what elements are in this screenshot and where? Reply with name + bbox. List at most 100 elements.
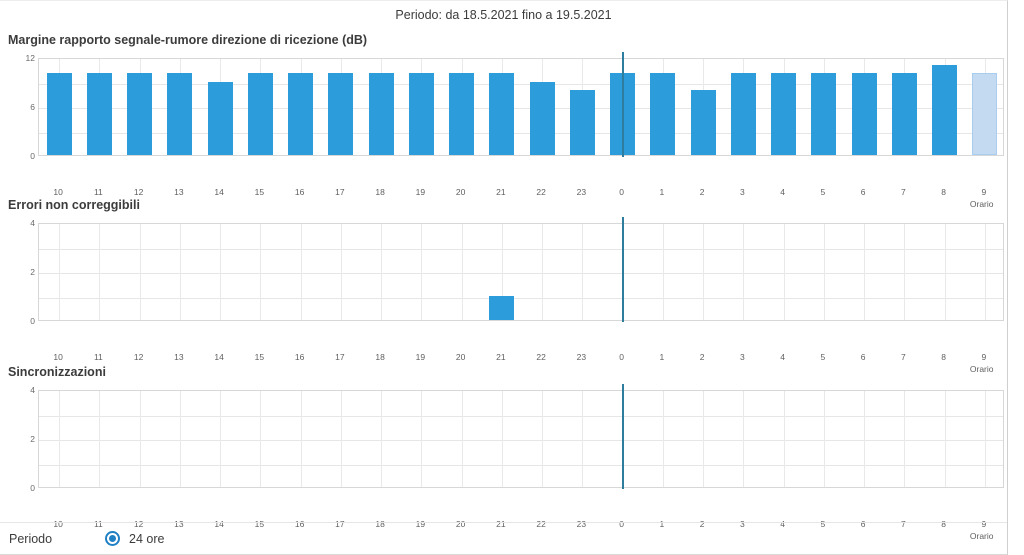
vertical-gridline xyxy=(501,391,503,487)
vertical-gridline xyxy=(421,391,423,487)
period-option-24h[interactable]: 24 ore xyxy=(105,531,164,546)
x-axis-tick-label: 21 xyxy=(496,519,506,529)
radio-selected-icon[interactable] xyxy=(105,531,120,546)
bar xyxy=(771,73,797,155)
vertical-gridline xyxy=(260,391,262,487)
horizontal-gridline xyxy=(39,440,1003,441)
vertical-gridline xyxy=(542,391,544,487)
period-label: Periodo xyxy=(9,531,53,546)
x-axis-title: Orario xyxy=(969,364,994,374)
vertical-gridline xyxy=(823,224,825,320)
vertical-gridline xyxy=(823,391,825,487)
vertical-gridline xyxy=(783,391,785,487)
uncorrectable-errors-chart: 4 2 0 10 11 12 13 14 15 16 17 18 19 20 21 22 23 0 1 2 3 4 5 6 7 8… xyxy=(0,217,1007,374)
y-axis-tick-label: 12 xyxy=(25,53,35,63)
plot-area xyxy=(38,217,1004,322)
vertical-gridline xyxy=(984,391,986,487)
bar xyxy=(288,73,314,155)
x-axis-tick-label: 15 xyxy=(254,187,265,197)
vertical-gridline xyxy=(99,391,101,487)
period-option-24h-label: 24 ore xyxy=(129,531,165,546)
bar xyxy=(207,81,233,155)
synchronizations-chart: 4 2 0 10 11 12 13 14 15 16 17 18 19 20 21 22 23 0 1 2 3 4 5 6 7 8… xyxy=(0,384,1007,541)
snr-margin-chart-section: Margine rapporto segnale-rumore direzion… xyxy=(0,31,1007,209)
bar xyxy=(690,89,716,155)
x-axis-tick-label: 7 xyxy=(901,187,906,197)
x-axis-title: Orario xyxy=(969,531,994,541)
y-axis-tick-label: 0 xyxy=(30,151,35,161)
snr-margin-chart: 12 6 0 10 11 12 13 14 15 16 17 18 19 20 21 22 23 0 1 2 3 4 5 6 7… xyxy=(0,52,1007,209)
bar xyxy=(86,73,112,155)
x-axis-tick-label: 19 xyxy=(415,187,426,197)
synchronizations-chart-section: Sincronizzazioni 4 2 0 10 11 12 13 14 15 16 17 18 19… xyxy=(0,363,1007,541)
horizontal-gridline xyxy=(39,132,1003,134)
bar xyxy=(529,81,555,155)
vertical-gridline xyxy=(421,224,423,320)
vertical-gridline xyxy=(582,391,584,487)
x-axis-tick-label: 14 xyxy=(214,519,224,529)
x-axis-tick-label: 2 xyxy=(699,352,705,362)
period-header-text: Periodo: da 18.5.2021 fino a 19.5.2021 xyxy=(395,8,612,22)
vertical-gridline xyxy=(703,391,705,487)
vertical-gridline xyxy=(59,391,61,487)
x-axis-tick-label: 8 xyxy=(941,187,946,197)
vertical-gridline xyxy=(864,391,866,487)
vertical-gridline xyxy=(179,224,181,320)
x-axis-tick-label: 9 xyxy=(981,519,987,529)
midnight-divider-line xyxy=(621,52,624,157)
x-axis-tick-label: 22 xyxy=(536,519,546,529)
x-axis-tick-label: 6 xyxy=(860,352,866,362)
bar xyxy=(650,73,676,155)
plot-area xyxy=(38,52,1004,157)
x-axis-tick-label: 9 xyxy=(981,187,987,197)
x-axis-tick-label: 10 xyxy=(53,519,63,529)
vertical-gridline xyxy=(582,224,584,320)
x-axis-tick-label: 0 xyxy=(619,519,624,529)
bar xyxy=(811,73,837,155)
plot-area xyxy=(38,384,1004,489)
horizontal-gridline xyxy=(39,415,1003,417)
vertical-gridline xyxy=(703,224,705,320)
x-axis-tick-label: 10 xyxy=(53,352,63,362)
x-axis-tick-label: 13 xyxy=(174,352,184,362)
x-axis-tick-label: 7 xyxy=(901,519,906,529)
x-axis-tick-label: 23 xyxy=(576,187,587,197)
vertical-gridline xyxy=(501,224,503,320)
x-axis-title: Orario xyxy=(969,199,994,209)
x-axis-tick-label: 0 xyxy=(619,187,624,197)
x-axis-tick-label: 21 xyxy=(496,352,506,362)
vertical-gridline xyxy=(783,224,785,320)
y-axis-tick-label: 2 xyxy=(30,267,35,277)
x-axis-tick-label: 15 xyxy=(254,352,265,362)
bar xyxy=(569,89,595,155)
vertical-gridline xyxy=(984,224,986,320)
x-axis-tick-label: 12 xyxy=(133,352,144,362)
vertical-gridline xyxy=(139,391,141,487)
x-axis-tick-label: 2 xyxy=(699,187,705,197)
x-axis-tick-label: 18 xyxy=(375,352,385,362)
horizontal-gridline xyxy=(39,297,1003,299)
x-axis-tick-label: 4 xyxy=(780,519,785,529)
vertical-gridline xyxy=(220,391,222,487)
vertical-gridline xyxy=(139,224,141,320)
x-axis-tick-label: 17 xyxy=(335,187,345,197)
bar xyxy=(167,73,193,155)
vertical-gridline xyxy=(864,224,866,320)
bar xyxy=(127,73,153,155)
bar xyxy=(449,73,475,155)
x-axis-tick-label: 3 xyxy=(740,187,745,197)
bar-current-hour xyxy=(972,73,998,155)
x-axis-tick-label: 22 xyxy=(536,187,546,197)
vertical-gridline xyxy=(300,391,302,487)
period-selector-bar: Periodo 24 ore xyxy=(0,522,1007,555)
x-axis-tick-label: 8 xyxy=(941,352,946,362)
x-axis-tick-label: 16 xyxy=(294,187,305,197)
horizontal-gridline xyxy=(39,83,1003,85)
x-axis: 10 11 12 13 14 15 16 17 18 19 20 21 22 23 0 1 2 3 4 5 6 7 8 9 xyxy=(38,519,1004,531)
x-axis-tick-label: 16 xyxy=(294,519,305,529)
bar xyxy=(46,73,72,155)
horizontal-gridline xyxy=(39,273,1003,274)
horizontal-gridline xyxy=(39,108,1003,109)
x-axis-tick-label: 11 xyxy=(93,352,103,362)
midnight-divider-line xyxy=(621,217,624,322)
